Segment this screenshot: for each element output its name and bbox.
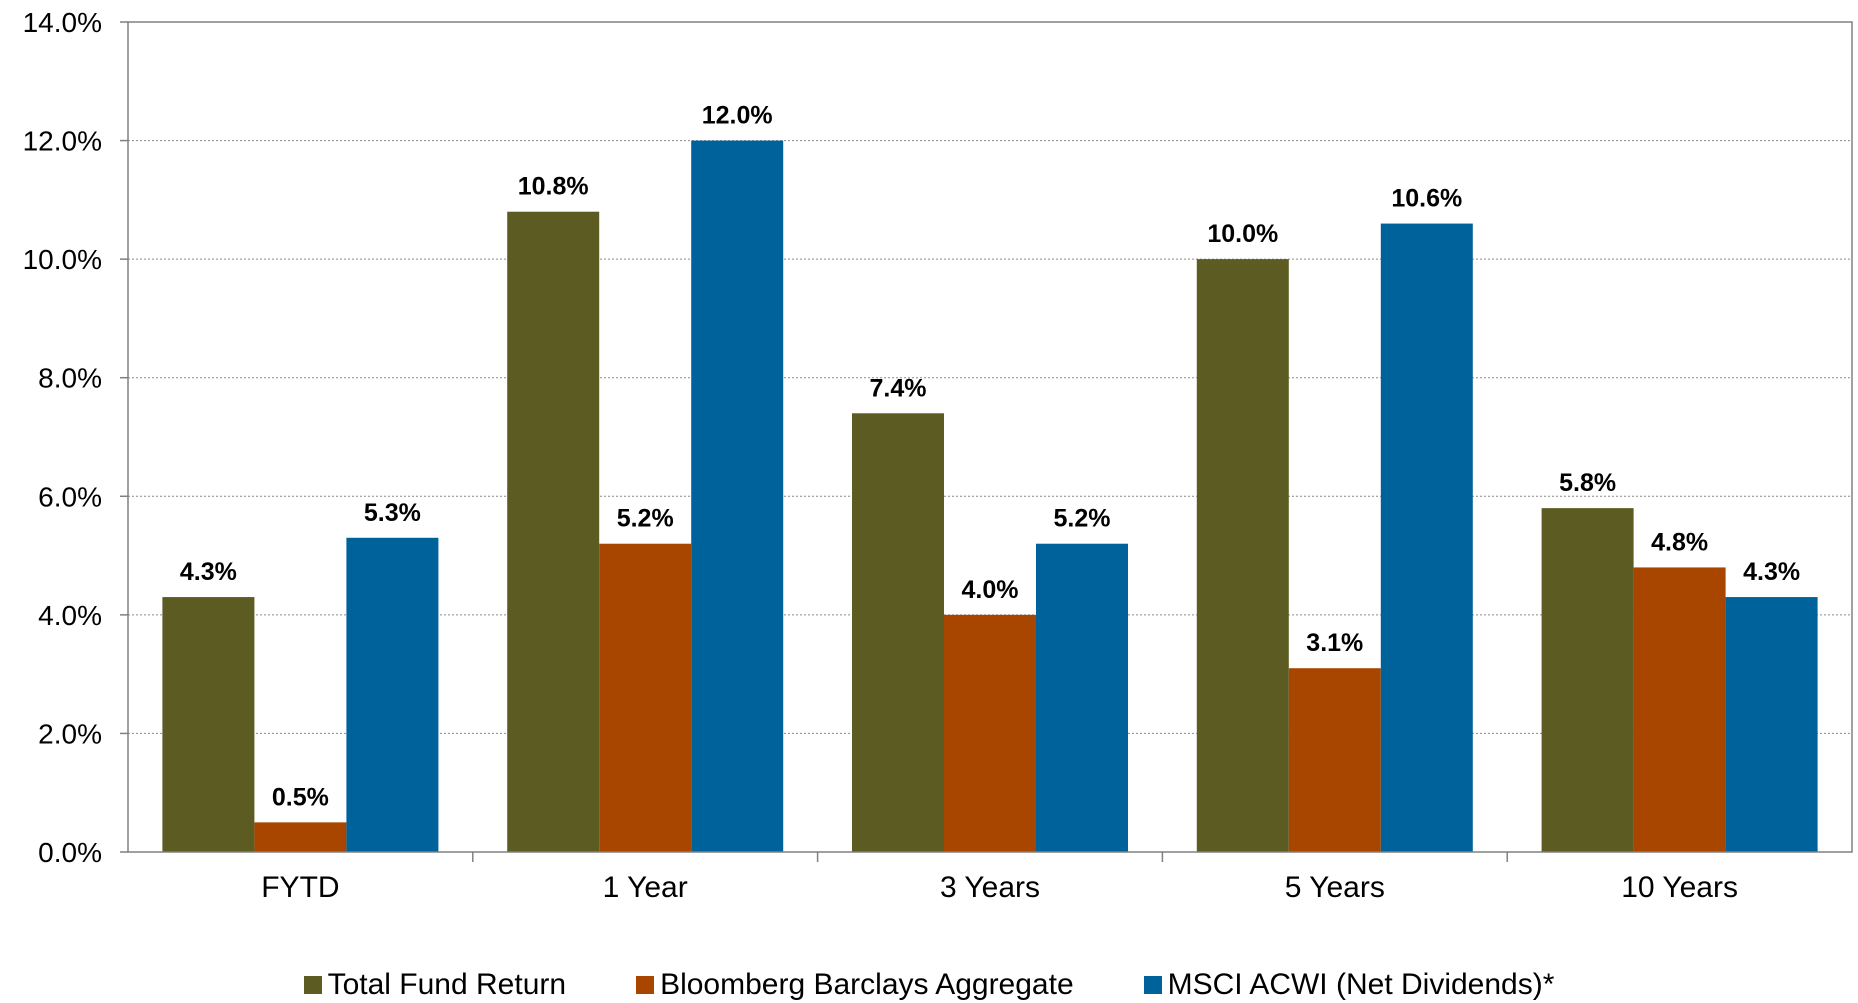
legend-item-msci-acwi: MSCI ACWI (Net Dividends)* <box>1143 968 1555 1002</box>
y-tick-label: 4.0% <box>38 600 102 631</box>
y-tick-label: 0.0% <box>38 837 102 868</box>
data-label: 4.3% <box>180 558 237 586</box>
bar <box>346 537 439 852</box>
x-category-label: 10 Years <box>1621 871 1738 904</box>
bar <box>254 822 347 852</box>
bars <box>162 140 1818 853</box>
legend-label: Bloomberg Barclays Aggregate <box>660 968 1074 1001</box>
data-label: 4.8% <box>1651 528 1708 556</box>
data-label: 12.0% <box>702 102 773 130</box>
data-label: 4.0% <box>962 576 1019 604</box>
bar <box>944 614 1036 852</box>
bar <box>1725 597 1818 852</box>
legend-label: MSCI ACWI (Net Dividends)* <box>1167 968 1555 1001</box>
data-label: 10.8% <box>518 173 589 201</box>
x-category-label: FYTD <box>261 871 339 904</box>
bar <box>691 140 784 853</box>
data-labels: 4.3% 0.5% 5.3% 10.8% 5.2% 12.0% 7.4% 4.0% 5.2% 10… <box>180 102 1800 812</box>
y-tick-label: 2.0% <box>38 718 102 749</box>
x-category-label: 1 Year <box>603 871 688 904</box>
legend-label: Total Fund Return <box>327 968 567 1001</box>
x-category-label: 3 Years <box>940 871 1040 904</box>
data-label: 10.6% <box>1391 185 1462 213</box>
data-label: 7.4% <box>870 374 927 402</box>
data-label: 3.1% <box>1306 629 1363 657</box>
bar <box>1288 668 1381 852</box>
y-tick-label: 14.0% <box>23 7 102 38</box>
bar <box>1541 508 1634 852</box>
bar <box>1196 259 1289 853</box>
bar <box>1380 223 1473 853</box>
data-label: 5.8% <box>1559 469 1616 497</box>
legend-item-total-fund-return: Total Fund Return <box>303 968 567 1002</box>
bar <box>162 597 255 852</box>
y-axis-ticks: 0.0% 2.0% 4.0% 6.0% 8.0% 10.0% 12.0% 14.0% <box>23 7 102 868</box>
legend-swatch <box>1143 976 1162 994</box>
y-tick-label: 8.0% <box>38 363 102 394</box>
data-label: 5.2% <box>617 505 674 533</box>
bar <box>852 413 944 852</box>
x-category-label: 5 Years <box>1285 871 1385 904</box>
plot-border <box>127 21 1853 853</box>
axes <box>120 21 1853 862</box>
data-label: 10.0% <box>1207 220 1278 248</box>
data-label: 0.5% <box>272 783 329 811</box>
legend: Total Fund Return Bloomberg Barclays Agg… <box>0 968 1858 1002</box>
x-axis-categories: FYTD 1 Year 3 Years 5 Years 10 Years <box>261 871 1738 904</box>
legend-swatch <box>636 976 655 994</box>
bar <box>1633 567 1726 852</box>
y-tick-label: 10.0% <box>23 244 102 275</box>
data-label: 5.3% <box>364 499 421 527</box>
legend-swatch <box>303 976 322 994</box>
data-label: 4.3% <box>1743 558 1800 586</box>
bar <box>1036 543 1128 852</box>
y-tick-label: 6.0% <box>38 481 102 512</box>
bar <box>507 211 600 852</box>
legend-item-bloomberg-barclays-aggregate: Bloomberg Barclays Aggregate <box>636 968 1074 1002</box>
y-tick-label: 12.0% <box>23 126 102 157</box>
data-label: 5.2% <box>1054 505 1111 533</box>
bar <box>599 543 692 852</box>
